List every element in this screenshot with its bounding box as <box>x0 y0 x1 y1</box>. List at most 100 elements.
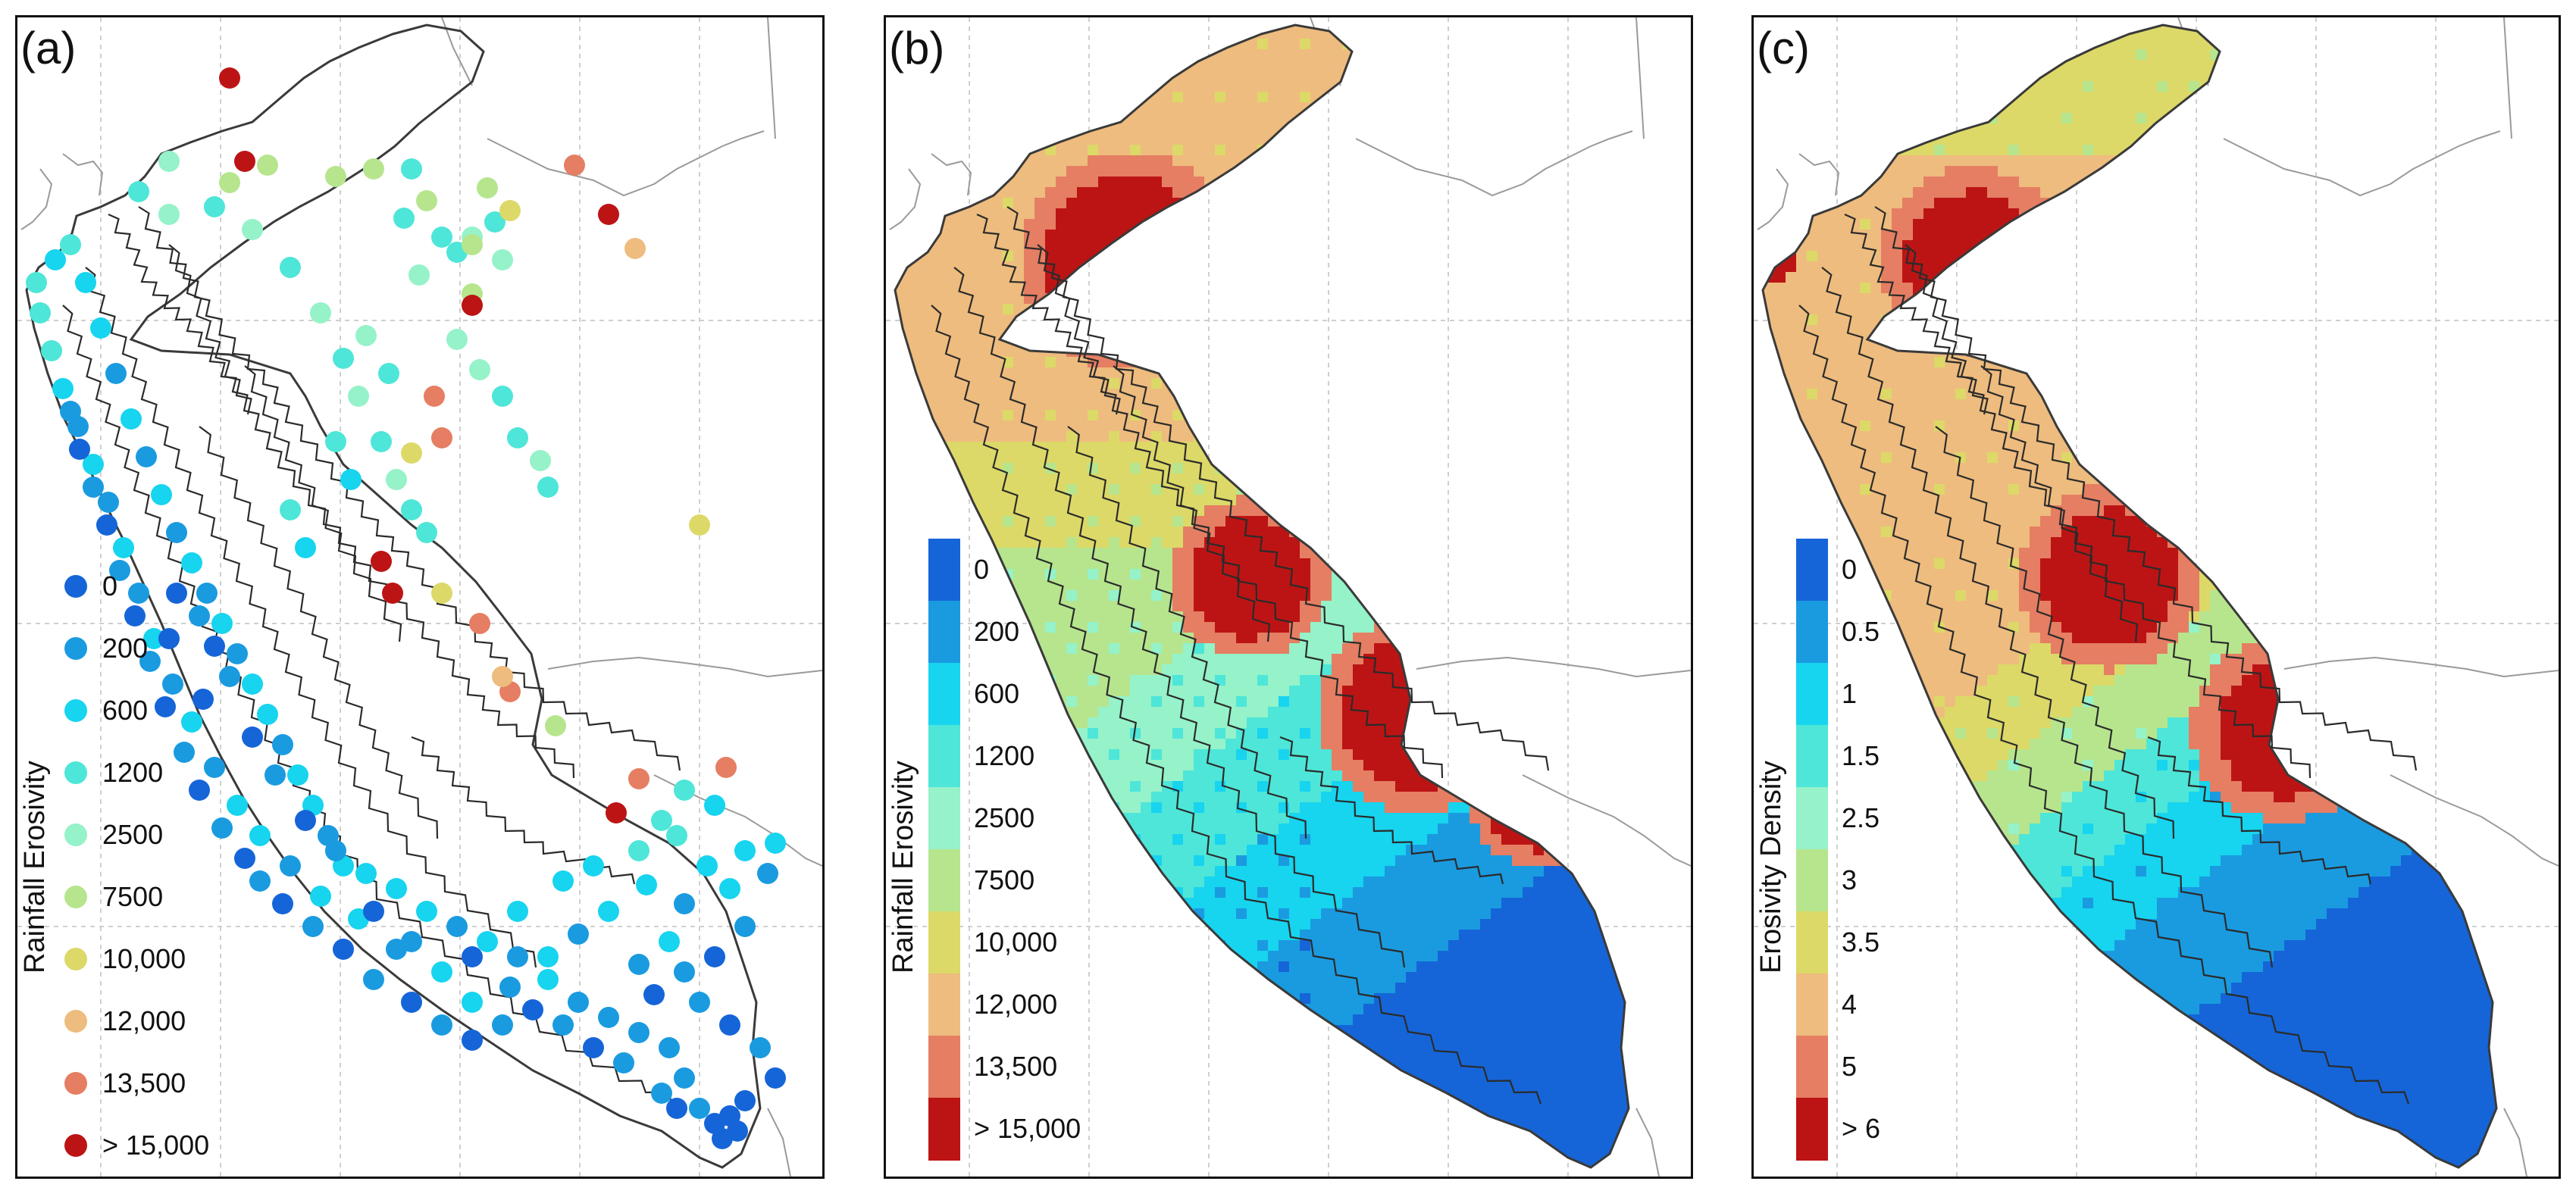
station-point <box>446 916 468 937</box>
raster-cell <box>1024 283 1035 294</box>
raster-cell <box>1565 92 1576 103</box>
raster-cell <box>895 601 897 612</box>
raster-cell <box>1363 590 1375 602</box>
raster-cell <box>1162 60 1173 71</box>
raster-cell <box>1427 569 1438 580</box>
raster-cell <box>1109 548 1120 559</box>
raster-cell <box>1660 304 1672 315</box>
raster-cell <box>1491 399 1502 411</box>
raster-cell <box>1268 410 1279 421</box>
raster-cell <box>1279 113 1290 124</box>
station-point <box>689 514 710 536</box>
raster-cell <box>1204 240 1216 252</box>
raster-cell <box>971 473 982 485</box>
raster-cell <box>1597 452 1608 464</box>
raster-cell <box>1395 601 1407 612</box>
raster-cell <box>1257 283 1269 294</box>
raster-cell <box>1003 527 1014 538</box>
raster-cell <box>1236 177 1247 188</box>
raster-cell <box>1130 230 1141 241</box>
raster-cell <box>1045 611 1056 623</box>
raster-cell <box>1565 473 1576 485</box>
raster-cell <box>1332 166 1343 177</box>
raster-cell <box>1289 28 1301 39</box>
raster-cell <box>992 484 1003 495</box>
raster-cell <box>1554 516 1566 527</box>
raster-cell <box>1321 452 1332 464</box>
raster-cell <box>1332 113 1343 124</box>
raster-cell <box>907 452 919 464</box>
raster-cell <box>1618 558 1629 570</box>
raster-cell <box>1395 611 1407 623</box>
raster-cell <box>1024 251 1035 262</box>
raster-cell <box>1416 240 1428 252</box>
raster-cell <box>1151 219 1163 230</box>
raster-cell <box>992 569 1003 580</box>
raster-cell <box>1459 293 1470 305</box>
raster-cell <box>1194 166 1205 177</box>
raster-cell <box>1066 569 1078 580</box>
raster-cell <box>1183 367 1194 379</box>
raster-cell <box>1183 601 1194 612</box>
raster-cell <box>1427 155 1438 167</box>
raster-cell <box>1586 357 1598 368</box>
raster-cell <box>1385 431 1396 442</box>
raster-cell <box>1491 39 1502 50</box>
raster-cell <box>1480 537 1491 548</box>
raster-cell <box>1395 25 1407 29</box>
raster-cell <box>1088 442 1099 453</box>
raster-cell <box>1586 346 1598 358</box>
raster-cell <box>1321 166 1332 177</box>
raster-cell <box>1332 70 1343 82</box>
raster-cell <box>1257 123 1269 135</box>
station-point <box>674 1067 695 1089</box>
raster-cell <box>1172 155 1184 167</box>
raster-cell <box>1554 134 1566 145</box>
station-point <box>333 939 354 960</box>
raster-cell <box>1565 49 1576 61</box>
station-point <box>75 272 96 293</box>
raster-cell <box>1682 473 1691 485</box>
raster-cell <box>1671 420 1682 432</box>
raster-cell <box>981 654 993 665</box>
raster-cell <box>1533 177 1545 188</box>
raster-cell <box>1576 155 1587 167</box>
station-point <box>204 196 225 217</box>
raster-cell <box>1363 325 1375 336</box>
raster-cell <box>1607 431 1619 442</box>
raster-cell <box>1554 240 1566 252</box>
raster-cell <box>1098 293 1110 305</box>
raster-cell <box>1268 654 1279 665</box>
raster-cell <box>1682 60 1691 71</box>
raster-cell <box>895 473 897 485</box>
raster-cell <box>1385 611 1396 623</box>
raster-cell <box>1682 336 1691 347</box>
raster-cell <box>1194 325 1205 336</box>
station-point <box>499 200 521 221</box>
raster-cell <box>1501 304 1513 315</box>
raster-cell <box>1565 442 1576 453</box>
raster-cell <box>1088 484 1099 495</box>
raster-cell <box>1607 505 1619 517</box>
raster-cell <box>1310 346 1322 358</box>
raster-cell <box>1395 272 1407 283</box>
raster-cell <box>1374 410 1385 421</box>
raster-cell <box>1629 420 1640 432</box>
raster-cell <box>1225 516 1237 527</box>
raster-cell <box>1650 177 1661 188</box>
raster-cell <box>1247 102 1258 114</box>
raster-cell <box>1247 251 1258 262</box>
raster-cell <box>1470 527 1481 538</box>
raster-cell <box>1523 208 1534 220</box>
legend-label: 7500 <box>102 881 164 912</box>
raster-cell <box>1660 123 1672 135</box>
raster-cell <box>1003 654 1014 665</box>
raster-cell <box>1416 70 1428 82</box>
raster-cell <box>939 516 950 527</box>
raster-cell <box>1268 389 1279 400</box>
raster-cell <box>1586 601 1598 612</box>
raster-cell <box>1098 25 1110 29</box>
raster-cell <box>1406 633 1417 644</box>
raster-cell <box>1034 70 1046 82</box>
raster-cell <box>1523 484 1534 495</box>
